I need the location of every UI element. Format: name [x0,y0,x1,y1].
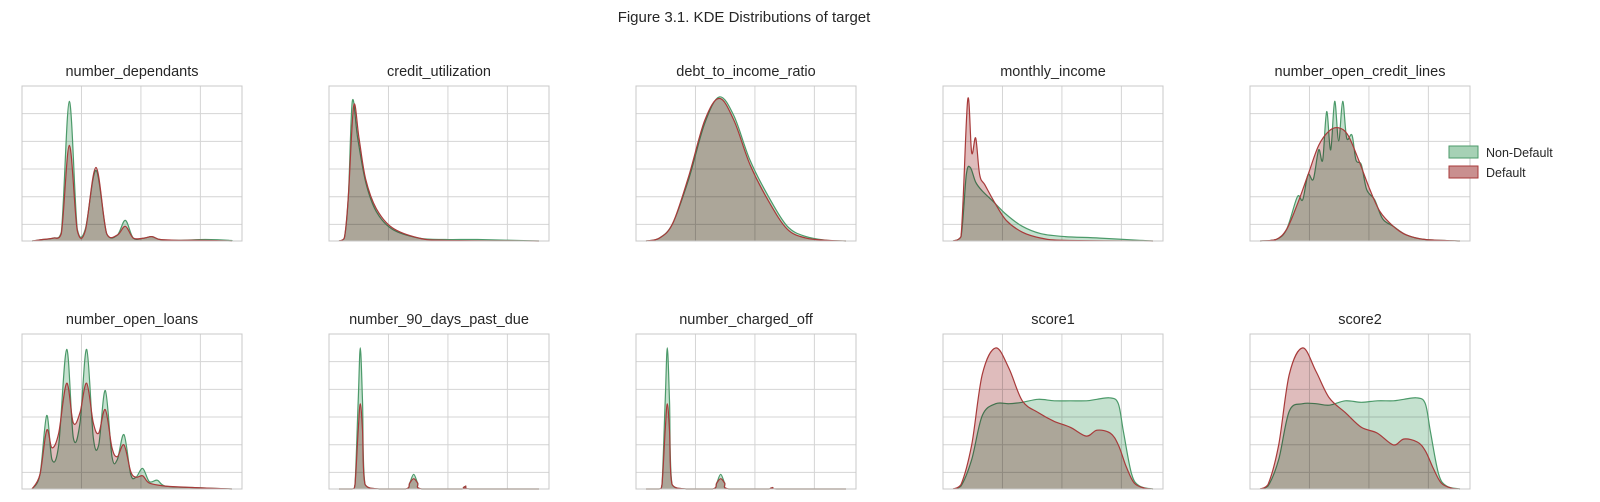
plot-area-number-dependants [22,86,242,241]
panel-number-dependants: number_dependants [21,64,243,242]
legend: Non-Default Default [1448,145,1553,180]
panel-credit-utilization: credit_utilization [328,64,550,242]
panel-title-number-dependants: number_dependants [65,64,198,80]
frame-monthly-income [942,85,1164,242]
panel-number-open-credit-lines: number_open_credit_lines [1249,64,1471,242]
panel-title-number-open-loans: number_open_loans [66,312,198,328]
panel-number-90-days-past-due: number_90_days_past_due [328,312,550,490]
line-default-credit-utilization [338,103,540,242]
panel-title-credit-utilization: credit_utilization [387,64,491,80]
frame-number-charged-off [635,333,857,490]
area-default-score1 [953,347,1153,489]
plot-area-number-90-days-past-due [329,334,549,489]
line-default-number-dependants [31,144,233,242]
frame-number-open-loans [21,333,243,490]
line-default-debt-to-income-ratio [645,97,847,242]
area-default-number-90-days-past-due [339,403,539,489]
area-default-monthly-income [953,97,1153,241]
area-default-number-open-credit-lines [1260,127,1460,241]
area-default-number-open-loans [32,383,232,489]
frame-number-dependants [21,85,243,242]
area-default-debt-to-income-ratio [646,98,846,242]
frame-score1 [942,333,1164,490]
panel-title-number-open-credit-lines: number_open_credit_lines [1275,64,1446,80]
panel-score2: score2 [1249,312,1471,490]
frame-debt-to-income-ratio [635,85,857,242]
frame-score2 [1249,333,1471,490]
panel-score1: score1 [942,312,1164,490]
area-default-number-dependants [32,145,232,241]
legend-label-default: Default [1486,166,1526,180]
frame-credit-utilization [328,85,550,242]
area-default-credit-utilization [339,103,539,242]
panel-number-charged-off: number_charged_off [635,312,857,490]
area-default-number-charged-off [646,403,846,489]
panel-title-score2: score2 [1338,312,1382,328]
panel-title-score1: score1 [1031,312,1075,328]
panel-monthly-income: monthly_income [942,64,1164,242]
legend-swatch-default [1448,165,1479,179]
line-default-number-open-loans [31,382,233,490]
plot-area-number-charged-off [636,334,856,489]
figure-title: Figure 3.1. KDE Distributions of target [618,9,871,26]
panel-title-number-charged-off: number_charged_off [679,312,814,328]
panel-debt-to-income-ratio: debt_to_income_ratio [635,64,857,242]
legend-swatch-non-default [1448,145,1479,159]
line-default-score1 [952,347,1154,490]
frame-number-open-credit-lines [1249,85,1471,242]
panels-group: number_dependants credit_utilization debt_… [21,64,1471,490]
panel-title-debt-to-income-ratio: debt_to_income_ratio [676,64,815,80]
line-default-score2 [1259,347,1461,490]
line-default-number-open-credit-lines [1259,126,1461,242]
line-default-monthly-income [952,97,1154,242]
area-default-score2 [1260,347,1460,489]
panel-number-open-loans: number_open_loans [21,312,243,490]
panel-title-number-90-days-past-due: number_90_days_past_due [349,312,529,328]
legend-label-non-default: Non-Default [1486,146,1553,160]
frame-number-90-days-past-due [328,333,550,490]
panel-title-monthly-income: monthly_income [1000,64,1106,80]
